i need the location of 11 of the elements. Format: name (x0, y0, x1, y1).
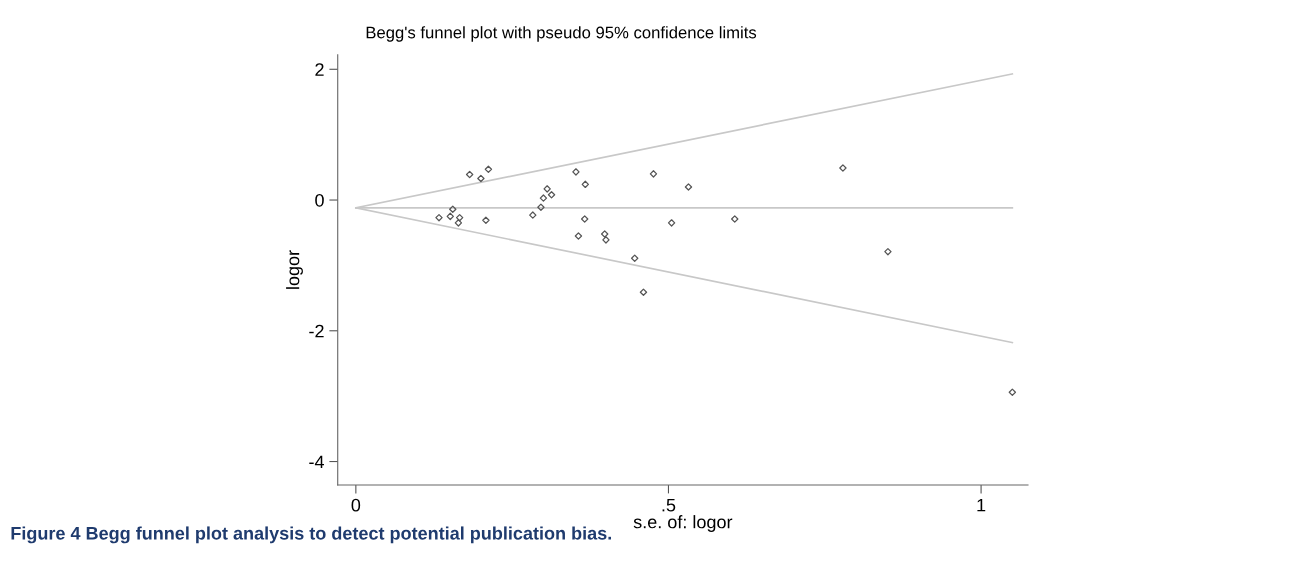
y-tick-label: 0 (315, 193, 324, 207)
x-axis-title: s.e. of: logor (633, 515, 733, 532)
x-tick-label: 1 (977, 498, 986, 512)
x-tick-label: 0 (351, 498, 361, 512)
caption: Figure 4 Begg funnel plot analysis to detect potential publication bias. (11, 526, 611, 544)
y-axis-title: logor (286, 250, 303, 289)
chart-title: Begg's funnel plot with pseudo 95% confidence limits (366, 26, 757, 42)
y-tick-label: -4 (309, 455, 324, 469)
x-tick-label: .5 (662, 498, 676, 512)
y-tick-label: 2 (315, 63, 324, 76)
y-tick-label: -2 (309, 324, 324, 338)
